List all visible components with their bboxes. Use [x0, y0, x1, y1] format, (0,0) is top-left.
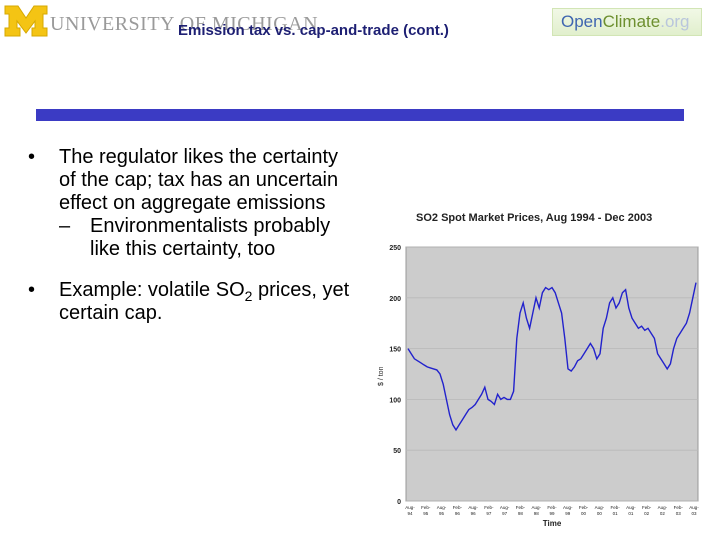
x-tick-label-year: 00	[581, 511, 587, 516]
x-tick-label: Aug-	[468, 505, 478, 510]
y-tick-label: 250	[389, 245, 401, 252]
block-m-icon	[4, 5, 48, 37]
x-tick-label: Feb-	[547, 505, 557, 510]
x-tick-label: Feb-	[516, 505, 526, 510]
x-tick-label: Aug-	[563, 505, 573, 510]
bullet-text-suffix: prices, yet certain cap.	[59, 279, 350, 324]
x-tick-label: Aug-	[689, 505, 699, 510]
x-tick-label-year: 03	[676, 511, 682, 516]
series-line	[407, 282, 697, 432]
bullet-text: The regulator likes the certainty of the…	[59, 146, 339, 214]
x-tick-label-year: 94	[407, 511, 413, 516]
sub-bullet-text: Environmentalists probably like this cer…	[90, 215, 331, 260]
x-tick-label-year: 02	[644, 511, 650, 516]
title-divider-bar	[36, 109, 684, 121]
x-axis-label: Time	[543, 519, 562, 528]
openclimate-open: Open	[561, 12, 603, 31]
x-tick-label-year: 98	[534, 511, 540, 516]
y-tick-label: 200	[389, 296, 401, 303]
y-axis-label: $ / ton	[378, 366, 385, 386]
x-tick-label-year: 98	[518, 511, 524, 516]
bullet-list: • The regulator likes the certainty of t…	[28, 146, 358, 325]
x-tick-label: Aug-	[531, 505, 541, 510]
sub-bullet-dash-icon: –	[59, 215, 71, 237]
y-tick-label: 50	[393, 448, 401, 455]
y-tick-label: 0	[397, 499, 401, 506]
plot-area	[405, 246, 699, 502]
chart-title: SO2 Spot Market Prices, Aug 1994 - Dec 2…	[416, 212, 653, 224]
x-tick-label: Aug-	[626, 505, 636, 510]
x-tick-label: Feb-	[421, 505, 431, 510]
bullet-text-prefix: Example: volatile SO	[59, 279, 245, 301]
x-tick-label: Feb-	[484, 505, 494, 510]
bullet-dot-icon: •	[28, 146, 36, 168]
x-tick-label: Aug-	[405, 505, 415, 510]
x-tick-label: Feb-	[642, 505, 652, 510]
y-tick-label: 100	[389, 397, 401, 404]
bullet-item: • The regulator likes the certainty of t…	[28, 146, 358, 261]
bullet-dot-icon: •	[28, 279, 36, 301]
university-of-michigan-logo: UNIVERSITY OF MICHIGAN	[4, 5, 318, 37]
x-tick-label-year: 01	[628, 511, 634, 516]
bullet-text-subscript: 2	[244, 288, 253, 304]
x-tick-label-year: 95	[423, 511, 429, 516]
openclimate-logo: OpenClimate.org	[552, 8, 702, 36]
openclimate-org: .org	[660, 12, 690, 31]
y-tick-label: 150	[389, 347, 401, 354]
x-tick-label-year: 97	[502, 511, 508, 516]
x-tick-label: Aug-	[595, 505, 605, 510]
x-tick-label-year: 95	[439, 511, 445, 516]
bullet-item: • Example: volatile SO2 prices, yet cert…	[28, 279, 358, 325]
x-tick-label-year: 96	[471, 511, 477, 516]
university-name: UNIVERSITY OF MICHIGAN	[50, 13, 319, 35]
x-tick-label-year: 97	[486, 511, 492, 516]
x-tick-label-year: 99	[565, 511, 571, 516]
x-tick-label-year: 02	[660, 511, 666, 516]
x-tick-label: Feb-	[674, 505, 684, 510]
x-tick-label-year: 99	[549, 511, 555, 516]
x-tick-label: Feb-	[610, 505, 620, 510]
x-tick-label: Feb-	[453, 505, 463, 510]
x-tick-label-year: 00	[597, 511, 603, 516]
x-tick-label: Aug-	[500, 505, 510, 510]
x-tick-label-year: 03	[691, 511, 697, 516]
sub-bullet-item: – Environmentalists probably like this c…	[59, 215, 358, 261]
x-tick-label: Feb-	[579, 505, 589, 510]
x-tick-label-year: 96	[455, 511, 461, 516]
openclimate-climate: Climate	[602, 12, 661, 31]
x-tick-label: Aug-	[437, 505, 447, 510]
x-tick-label: Aug-	[658, 505, 668, 510]
slide-title: Emission tax vs. cap-and-trade (cont.)	[178, 22, 449, 39]
x-tick-label-year: 01	[613, 511, 619, 516]
